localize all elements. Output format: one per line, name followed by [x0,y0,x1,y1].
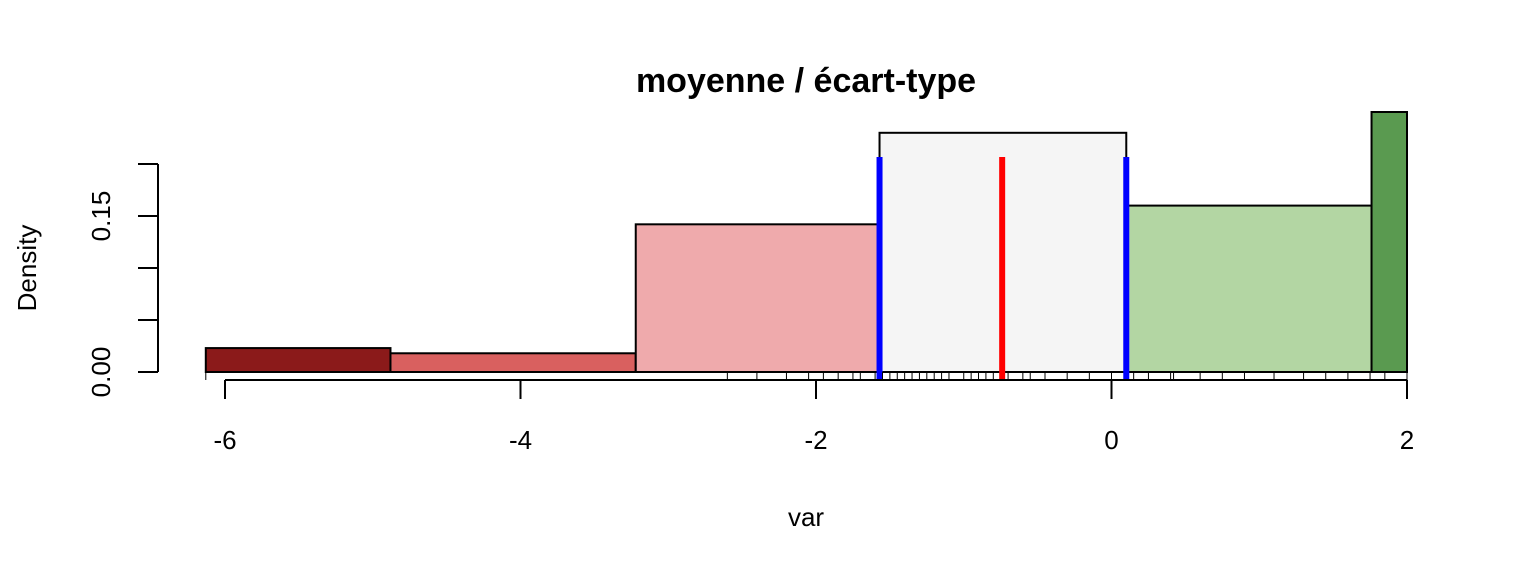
histogram-bar-2 [389,352,637,373]
bars-layer [204,111,1409,373]
chart-title: moyenne / écart-type [636,62,976,100]
histogram-bar-5 [1125,204,1373,373]
y-axis-title: Density [12,225,42,312]
y-tick-label: 0.00 [86,347,116,398]
y-axis: 0.00 0.15 [86,163,159,398]
x-tick-label: -6 [213,425,236,455]
x-tick-label: -4 [509,425,532,455]
x-tick-label: 0 [1104,425,1118,455]
histogram-bar-3 [634,223,881,373]
histogram-bar-6 [1370,111,1409,373]
x-tick-label: 2 [1400,425,1414,455]
x-axis-title: var [788,502,824,532]
x-tick-label: -2 [804,425,827,455]
rug-layer [205,372,1408,380]
histogram-bar-1 [204,347,392,373]
y-tick-label: 0.15 [86,191,116,242]
x-axis: -6 -4 -2 0 2 [213,379,1414,455]
reference-lines-layer [876,157,1130,380]
